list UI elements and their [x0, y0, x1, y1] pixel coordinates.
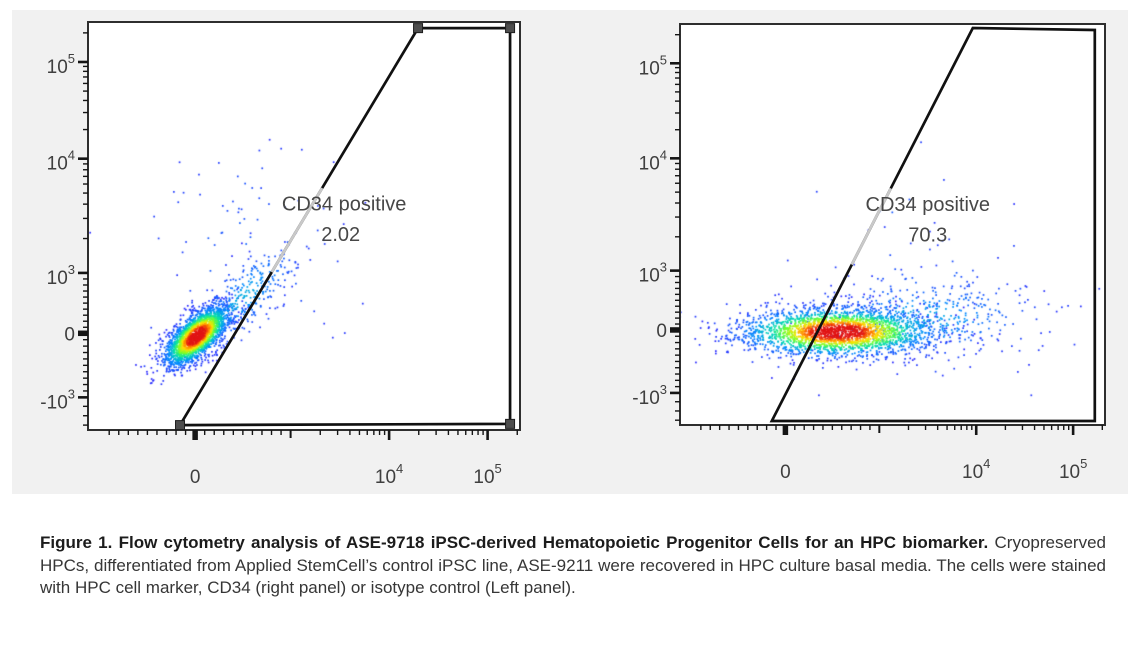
- y-tick-label-left: 104: [47, 148, 75, 175]
- right-plot-scatter-canvas: [680, 24, 1105, 425]
- left-plot-scatter-canvas: [88, 22, 520, 430]
- x-tick-label-right: 105: [1059, 456, 1087, 483]
- y-tick-label-right: 0: [656, 321, 667, 342]
- x-tick-label-left: 104: [375, 461, 403, 488]
- y-tick-label-left: -103: [40, 386, 75, 413]
- y-tick-label-right: 105: [639, 52, 667, 79]
- caption-separator: .: [107, 533, 119, 552]
- y-tick-label-right: 103: [639, 260, 667, 287]
- caption-body: Cryopreserved HPCs, differentiated from …: [40, 533, 1106, 597]
- y-tick-label-right: 104: [639, 147, 667, 174]
- caption-figure-number: Figure 1: [40, 533, 108, 552]
- y-tick-label-left: 103: [47, 262, 75, 289]
- y-tick-label-left: 0: [64, 324, 75, 345]
- caption-title: Flow cytometry analysis of ASE-9718 iPSC…: [118, 533, 989, 552]
- x-tick-label-left: 0: [190, 467, 201, 488]
- x-tick-label-right: 0: [780, 462, 791, 483]
- x-tick-label-right: 104: [962, 456, 990, 483]
- y-tick-label-left: 105: [47, 51, 75, 78]
- x-tick-label-left: 105: [473, 461, 501, 488]
- y-tick-label-right: -103: [632, 382, 667, 409]
- flow-cytometry-figure: 0 104 105 105 104 103 0 -103 CD34 positive 2.02 0 1…: [12, 10, 1128, 494]
- figure-caption: Figure 1. Flow cytometry analysis of ASE…: [40, 532, 1106, 600]
